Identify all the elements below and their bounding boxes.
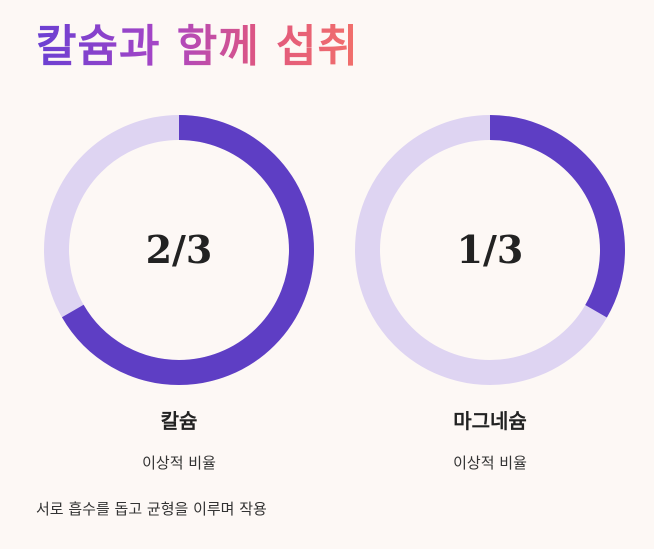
calcium-subtitle: 이상적 비율 [142,454,216,472]
calcium-ring-graphic [44,115,314,385]
calcium-ratio-value: 2/3 [145,227,213,272]
calcium-ratio-ring: 2/3 [44,115,314,385]
magnesium-label: 마그네슘 [453,409,527,433]
calcium-label: 칼슘 [160,409,198,433]
footer-note: 서로 흡수를 돕고 균형을 이루며 작용 [36,500,267,518]
magnesium-subtitle: 이상적 비율 [453,454,527,472]
magnesium-ring-graphic [355,115,625,385]
magnesium-ring-fill [355,115,625,385]
magnesium-ratio-ring: 1/3 [355,115,625,385]
magnesium-ratio-value: 1/3 [456,227,524,272]
calcium-ring-fill [44,115,314,385]
page-title: 칼슘과 함께 섭취 [36,14,359,80]
